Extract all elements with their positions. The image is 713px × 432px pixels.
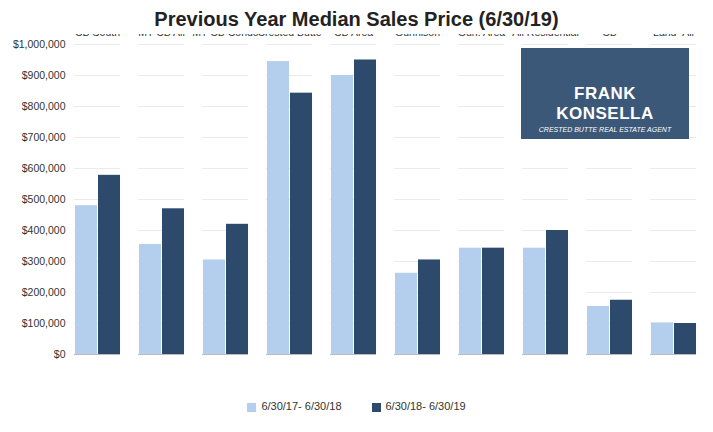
- svg-text:Gunnison: Gunnison: [395, 34, 440, 38]
- svg-text:CB Area: CB Area: [334, 34, 373, 38]
- svg-text:$0: $0: [54, 348, 66, 360]
- svg-text:$800,000: $800,000: [22, 100, 66, 112]
- svg-text:MT CB Condo: MT CB Condo: [192, 34, 258, 38]
- svg-text:$700,000: $700,000: [22, 131, 66, 143]
- svg-text:Gun. Area: Gun. Area: [458, 34, 505, 38]
- svg-text:MT CB All: MT CB All: [138, 34, 184, 38]
- svg-text:$400,000: $400,000: [22, 224, 66, 236]
- svg-text:$200,000: $200,000: [22, 286, 66, 298]
- html-text:6/30/17- 6/30/18: 6/30/17- 6/30/18: [261, 400, 342, 412]
- svg-text:$600,000: $600,000: [22, 162, 66, 174]
- html-text:CRESTED BUTTE REAL ESTATE AGEN: CRESTED BUTTE REAL ESTATE AGENT: [538, 126, 672, 133]
- svg-text:$300,000: $300,000: [22, 255, 66, 267]
- svg-text:Land- All: Land- All: [653, 34, 694, 38]
- svg-text:$900,000: $900,000: [22, 69, 66, 81]
- svg-text:$1,000,000: $1,000,000: [13, 38, 66, 50]
- svg-text:CB South: CB South: [75, 34, 120, 38]
- svg-text:All Residential: All Residential: [512, 34, 579, 38]
- html-text:6/30/18- 6/30/19: 6/30/18- 6/30/19: [385, 400, 466, 412]
- html-text:FRANK KONSELLA: FRANK KONSELLA: [556, 84, 654, 123]
- html-text:Previous Year Median Sales Pri: Previous Year Median Sales Price (6/30/1…: [154, 8, 559, 30]
- svg-text:$500,000: $500,000: [22, 193, 66, 205]
- svg-text:Crested Butte: Crested Butte: [257, 34, 321, 38]
- svg-text:Land- CBSouth thru MtCB: Land- CBSouth thru MtCB: [578, 34, 641, 38]
- svg-text:$100,000: $100,000: [22, 317, 66, 329]
